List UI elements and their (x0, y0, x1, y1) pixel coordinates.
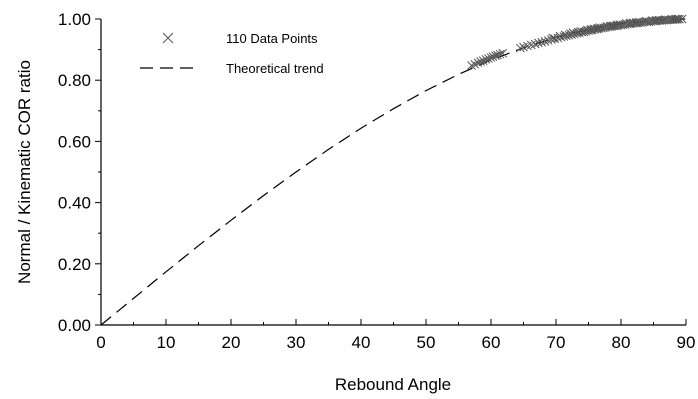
data-point (651, 15, 661, 25)
data-point (673, 14, 683, 24)
x-tick-label: 10 (157, 333, 176, 352)
data-point (515, 43, 525, 53)
trend-layer (100, 18, 687, 326)
axes: 0 10 20 30 40 50 60 70 80 90 0.00 0.20 0.40 0.60 0.80 1… (58, 10, 696, 352)
data-point (486, 53, 496, 62)
x-tick-label: 0 (96, 333, 105, 352)
data-point (621, 18, 631, 28)
data-point (565, 29, 575, 39)
data-point (493, 50, 502, 60)
data-point (667, 14, 677, 24)
points-layer (467, 14, 687, 70)
y-tick-label: 0.20 (58, 255, 91, 274)
legend-label: Theoretical trend (226, 61, 324, 76)
data-point (671, 14, 680, 24)
x-axis-label: Rebound Angle (335, 375, 451, 394)
data-point (534, 38, 543, 48)
data-point (476, 57, 485, 66)
data-point (573, 27, 583, 37)
data-point (481, 55, 491, 64)
trend-line (100, 18, 687, 326)
y-tick-label: 0.00 (58, 316, 91, 335)
data-point (537, 37, 547, 47)
data-point (602, 21, 612, 31)
data-point (467, 61, 476, 70)
data-point (488, 52, 498, 61)
data-point (478, 56, 488, 65)
data-point (498, 48, 508, 58)
data-point (540, 36, 550, 46)
data-point (625, 18, 635, 28)
x-tick-label: 40 (352, 333, 371, 352)
data-point (484, 54, 493, 63)
x-tick-label: 70 (547, 333, 566, 352)
legend-label: 110 Data Points (226, 31, 318, 46)
y-tick-label: 0.80 (58, 71, 91, 90)
y-tick-label: 0.40 (58, 194, 91, 213)
data-point (495, 49, 505, 59)
data-point (555, 31, 565, 41)
data-point (641, 16, 651, 26)
data-point (660, 15, 670, 24)
x-tick-label: 30 (287, 333, 306, 352)
data-point (530, 39, 540, 49)
data-point (677, 14, 687, 24)
data-point (491, 51, 500, 61)
data-point (606, 21, 615, 31)
x-tick-label: 50 (417, 333, 436, 352)
data-point (582, 25, 592, 35)
x-tick-label: 20 (222, 333, 241, 352)
data-point (675, 14, 684, 24)
legend: 110 Data Points Theoretical trend (140, 31, 324, 76)
data-point (543, 36, 553, 45)
x-tick-label: 80 (612, 333, 631, 352)
data-point (560, 30, 570, 40)
y-tick-label: 0.60 (58, 132, 91, 151)
y-tick-label: 1.00 (58, 10, 91, 29)
x-tick-label: 60 (482, 333, 501, 352)
data-point (550, 34, 560, 43)
data-point (586, 25, 596, 34)
y-axis-label: Normal / Kinematic COR ratio (15, 60, 34, 284)
data-point (473, 58, 483, 68)
legend-marker-x (162, 32, 174, 44)
x-tick-label: 90 (677, 333, 696, 352)
data-point (548, 33, 558, 43)
